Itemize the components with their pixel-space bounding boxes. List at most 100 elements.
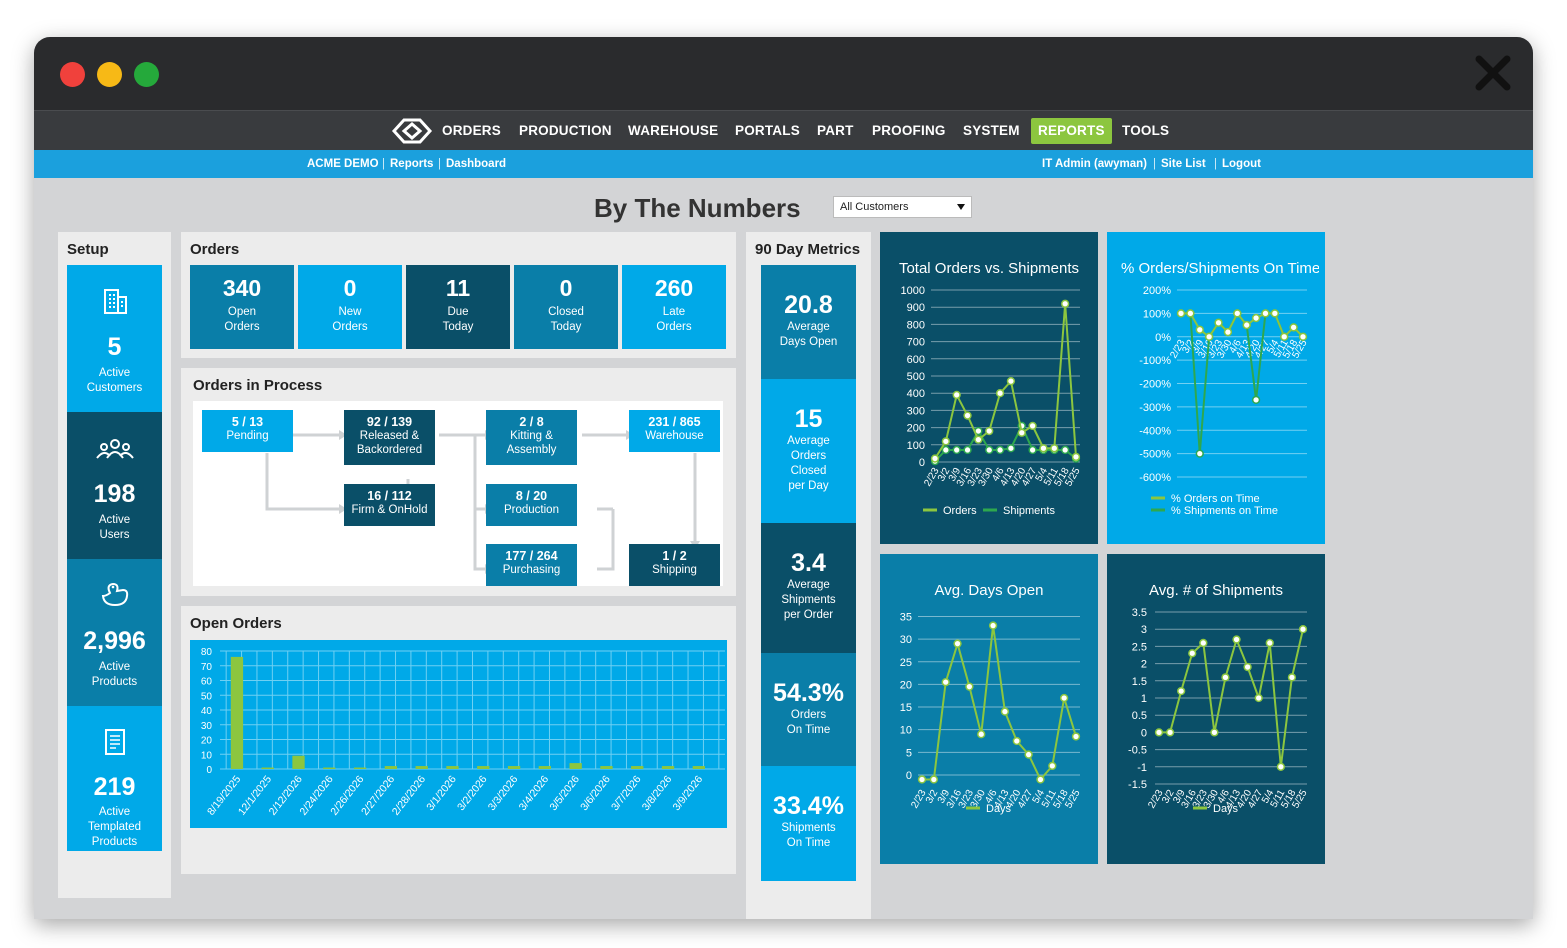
y-tick-label: 1.5 [1132, 676, 1147, 688]
flow-label: Assembly [506, 444, 557, 456]
nav-reports[interactable]: REPORTS [1031, 118, 1112, 144]
orders-on-time-tile[interactable]: 54.3% Orders On Time [761, 653, 856, 766]
tile-value: 260 [654, 275, 694, 301]
customer-select[interactable]: All Customers [833, 196, 972, 218]
tile-label: Orders [656, 321, 692, 333]
data-point [1071, 452, 1081, 461]
close-window-button[interactable] [60, 62, 85, 87]
tile-label: Customers [86, 382, 143, 394]
data-point [1289, 323, 1298, 332]
chart-plot: -600% -500% -400% -300% -200% -100% 0% 100% 200%… [1139, 285, 1310, 517]
kitting-assembly-box[interactable]: 2 / 8 Kitting & Assembly [486, 410, 577, 465]
shipping-box[interactable]: 1 / 2 Shipping [629, 544, 720, 586]
y-tick-label: 40 [201, 706, 213, 717]
data-point [1024, 750, 1033, 759]
flow-count: 8 / 20 [515, 489, 548, 503]
y-tick-label: 0% [1155, 332, 1171, 344]
logout-link[interactable]: Logout [1222, 158, 1261, 170]
nav-warehouse[interactable]: WAREHOUSE [628, 123, 719, 138]
tile-value: 198 [93, 480, 136, 508]
active-templated-products-tile[interactable]: 219 Active Templated Products [67, 706, 162, 851]
tile-label: Templated [87, 821, 142, 833]
active-customers-tile[interactable]: 5 Active Customers [67, 265, 162, 412]
panel-title: 90 Day Metrics [755, 241, 861, 258]
data-point [1006, 377, 1016, 386]
tile-label: Today [442, 321, 474, 333]
nav-portals[interactable]: PORTALS [735, 123, 800, 138]
bar [661, 766, 675, 769]
nav-system[interactable]: SYSTEM [963, 123, 1020, 138]
released-backordered-box[interactable]: 92 / 139 Released & Backordered [344, 410, 435, 465]
data-point [952, 390, 961, 400]
flow-label: Released & [359, 430, 420, 442]
nav-proofing[interactable]: PROOFING [872, 123, 946, 138]
minimize-window-button[interactable] [97, 62, 122, 87]
y-tick-label: 50 [201, 691, 213, 702]
app-logo-icon[interactable] [390, 115, 434, 147]
tile-label: Active [98, 806, 131, 818]
y-tick-label: -100% [1139, 355, 1171, 367]
nav-part[interactable]: PART [817, 123, 854, 138]
data-point [1195, 325, 1204, 334]
data-point [974, 435, 983, 444]
avg-shipments-tile[interactable]: 3.4 Average Shipments per Order [761, 523, 856, 653]
user-link[interactable]: IT Admin (awyman) [1042, 158, 1147, 170]
tile-value: 5 [107, 333, 122, 361]
nav-production[interactable]: PRODUCTION [519, 123, 612, 138]
late-orders-tile[interactable]: 260 Late Orders [622, 265, 726, 349]
y-tick-label: 1 [1141, 693, 1147, 705]
warehouse-box[interactable]: 231 / 865 Warehouse [629, 410, 720, 452]
tile-label: Products [91, 836, 138, 848]
panel-title: Open Orders [190, 615, 282, 632]
bar [323, 767, 336, 769]
tile-label: Active [98, 514, 131, 526]
y-tick-label: -1.5 [1128, 779, 1147, 791]
tile-value: 219 [93, 773, 136, 801]
data-point [1176, 309, 1186, 318]
closed-today-tile[interactable]: 0 Closed Today [514, 265, 618, 349]
breadcrumb-dashboard[interactable]: Dashboard [446, 158, 507, 170]
active-products-tile[interactable]: 2,996 Active Products [67, 559, 162, 706]
open-orders-tile[interactable]: 340 Open Orders [190, 265, 294, 349]
maximize-window-button[interactable] [134, 62, 159, 87]
nav-tools[interactable]: TOOLS [1122, 123, 1170, 138]
active-users-tile[interactable]: 198 Active Users [67, 412, 162, 559]
production-box[interactable]: 8 / 20 Production [486, 484, 577, 526]
data-point [1012, 736, 1021, 746]
tile-label: Shipments [781, 594, 836, 606]
nav-orders[interactable]: ORDERS [442, 123, 501, 138]
y-tick-label: 200% [1143, 285, 1171, 297]
data-point [1205, 332, 1214, 341]
shipments-on-time-tile[interactable]: 33.4% Shipments On Time [761, 766, 856, 881]
avg-orders-closed-tile[interactable]: 15 Average Orders Closed per Day [761, 379, 856, 523]
close-icon[interactable] [1473, 53, 1513, 93]
bar [600, 766, 613, 769]
setup-panel: Setup 5 Active Customers [58, 232, 171, 898]
avg-days-open-tile[interactable]: 20.8 Average Days Open [761, 265, 856, 379]
y-tick-label: 3 [1141, 624, 1147, 636]
due-today-tile[interactable]: 11 Due Today [406, 265, 510, 349]
tile-label: Orders [224, 321, 260, 333]
flow-label: Kitting & [510, 430, 553, 442]
breadcrumb-company[interactable]: ACME DEMO [307, 158, 379, 170]
orders-panel: Orders 340 Open Orders 0 New Orders 11 Due Today… [181, 232, 736, 358]
data-point [1243, 662, 1252, 672]
flow-label: Production [504, 504, 559, 516]
firm-onhold-box[interactable]: 16 / 112 Firm & OnHold [344, 484, 435, 526]
y-tick-label: 600 [907, 354, 925, 366]
data-point [1221, 673, 1230, 682]
panel-title: Setup [67, 241, 109, 258]
flow-label: Purchasing [502, 564, 561, 576]
series-line [1159, 628, 1304, 767]
flow-label: Warehouse [645, 430, 704, 442]
purchasing-box[interactable]: 177 / 264 Purchasing [486, 544, 577, 586]
site-list-link[interactable]: Site List [1161, 158, 1206, 170]
data-point [1195, 449, 1204, 458]
pending-box[interactable]: 5 / 13 Pending [202, 410, 293, 452]
y-tick-label: 400 [907, 388, 925, 400]
breadcrumb-reports[interactable]: Reports [390, 158, 434, 170]
data-point [1071, 732, 1081, 741]
new-orders-tile[interactable]: 0 New Orders [298, 265, 402, 349]
data-point [985, 445, 994, 455]
tile-value: 2,996 [83, 627, 146, 655]
